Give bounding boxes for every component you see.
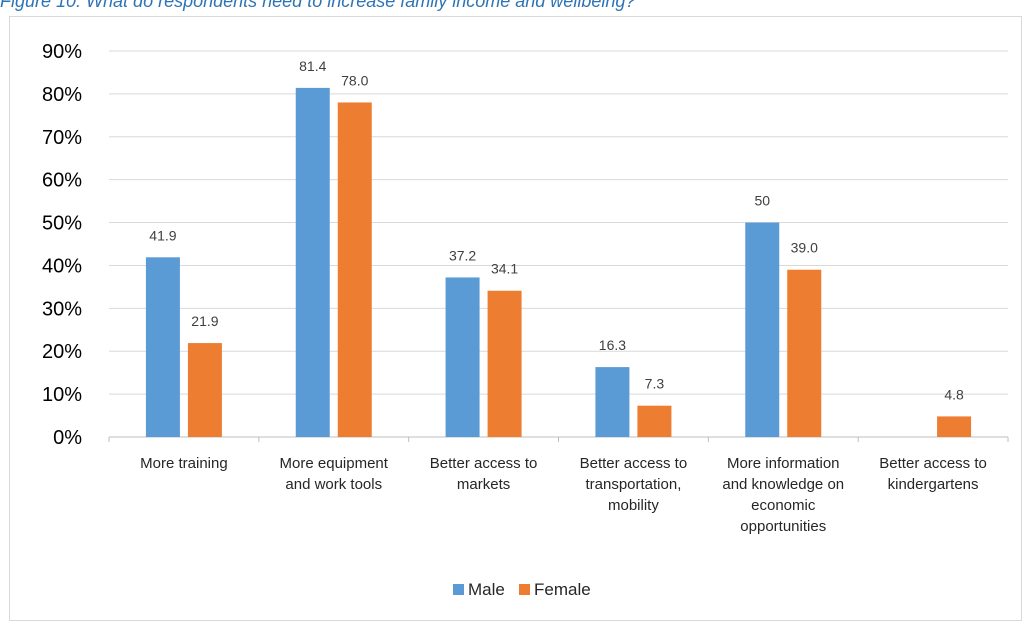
category-label: Better access to kindergartens: [879, 455, 987, 493]
data-label: 34.1: [491, 261, 518, 277]
category-label: More training: [140, 455, 228, 472]
y-tick-label: 30%: [42, 298, 82, 320]
legend-swatch-female: [519, 584, 530, 595]
data-label: 16.3: [599, 337, 626, 353]
y-tick-label: 90%: [42, 41, 82, 63]
bar-male: [295, 87, 330, 437]
data-label: 50: [754, 193, 770, 209]
bar-male: [145, 257, 180, 437]
category-label: Better access to markets: [430, 455, 538, 493]
bar-male: [445, 277, 480, 437]
legend-label-male: Male: [468, 580, 505, 599]
y-tick-label: 0%: [53, 427, 82, 449]
figure-caption: Figure 10: What do respondents need to i…: [0, 0, 636, 11]
bar-female: [937, 416, 972, 437]
data-label: 21.9: [191, 313, 218, 329]
data-label: 78.0: [341, 72, 368, 88]
bar-male: [595, 367, 630, 437]
data-label: 37.2: [449, 247, 476, 263]
y-tick-label: 20%: [42, 341, 82, 363]
bar-female: [787, 269, 822, 437]
chart-frame: 0% 10% 20% 30% 40% 50% 60% 70% 80% 90% 41.9 21.9 Mor…: [9, 16, 1022, 621]
bar-female: [637, 405, 672, 437]
y-tick-label: 40%: [42, 255, 82, 277]
bar-male: [745, 222, 780, 437]
y-tick-label: 50%: [42, 213, 82, 235]
category-label: More information and knowledge on economic…: [722, 455, 844, 535]
bar-female: [337, 102, 372, 437]
bar-female: [487, 290, 522, 437]
y-tick-label: 60%: [42, 170, 82, 192]
bar-female: [187, 343, 222, 437]
data-label: 41.9: [149, 227, 176, 243]
bar-chart: 0% 10% 20% 30% 40% 50% 60% 70% 80% 90% 41.9 21.9 Mor…: [42, 41, 1009, 599]
y-tick-label: 80%: [42, 84, 82, 106]
data-label: 39.0: [791, 240, 818, 256]
category-label: Better access to transportation, mobility: [580, 455, 688, 514]
category-label: More equipment and work tools: [280, 455, 389, 493]
data-label: 4.8: [944, 386, 964, 402]
y-tick-label: 70%: [42, 127, 82, 149]
legend-swatch-male: [453, 584, 464, 595]
data-label: 7.3: [645, 376, 665, 392]
data-label: 81.4: [299, 58, 326, 74]
legend-label-female: Female: [534, 580, 591, 599]
y-tick-label: 10%: [42, 384, 82, 406]
